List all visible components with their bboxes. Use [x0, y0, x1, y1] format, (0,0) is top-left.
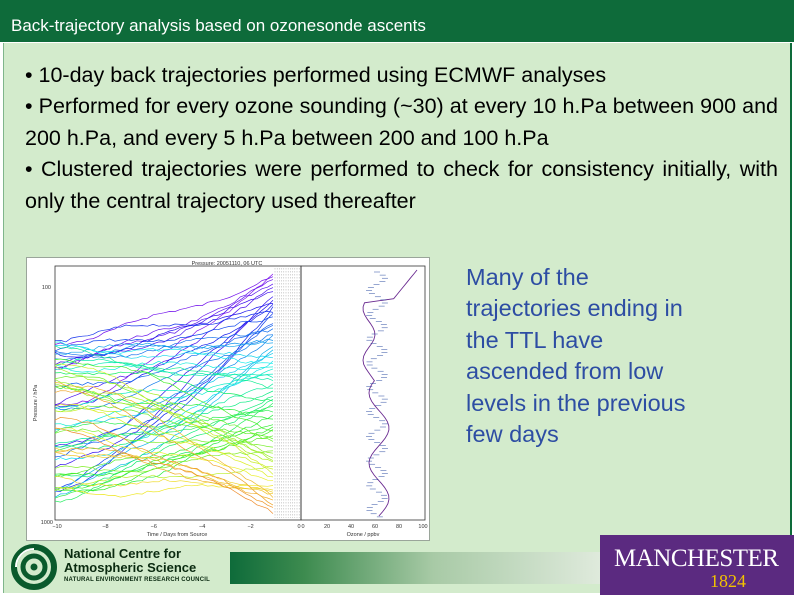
trajectory-line — [54, 341, 274, 365]
bullet-item: • 10-day back trajectories performed usi… — [25, 63, 607, 87]
bullet-item: • Performed for every ozone sounding (~3… — [25, 94, 778, 150]
slide-title: Back-trajectory analysis based on ozones… — [11, 16, 426, 35]
bullet-item: • Clustered trajectories were performed … — [25, 157, 778, 213]
trajectory-line — [54, 371, 274, 402]
manchester-year: 1824 — [710, 571, 746, 591]
title-bar: Back-trajectory analysis based on ozones… — [0, 0, 794, 42]
trajectory-line — [55, 447, 274, 501]
trajectory-line — [54, 424, 274, 477]
trajectory-line — [54, 435, 274, 478]
trajectory-line — [54, 405, 274, 440]
ncas-subtitle: NATURAL ENVIRONMENT RESEARCH COUNCIL — [64, 577, 210, 583]
manchester-logo: MANCHESTER 1824 — [600, 535, 794, 595]
trajectory-line — [54, 414, 274, 499]
side-note-line: trajectories ending in — [466, 295, 683, 322]
trajectory-line — [54, 311, 274, 343]
trajectory-line — [54, 382, 274, 498]
y-tick-label: 1000 — [41, 520, 53, 526]
side-note-line: levels in the previous — [466, 389, 686, 416]
x-tick-label-ozone: 0 — [301, 524, 304, 530]
trajectory-line — [54, 303, 274, 408]
ozone-profile — [362, 269, 418, 518]
trajectory-figure: Pressure: 20051110, 06 UTC Pressure / hP… — [26, 257, 430, 541]
ozone-axes — [300, 265, 426, 521]
trajectory-line — [54, 358, 274, 432]
trajectory-line — [54, 273, 274, 405]
trajectory-plot: Pressure: 20051110, 06 UTC Pressure / hP… — [33, 261, 428, 538]
x-tick-label-ozone: 80 — [396, 524, 402, 530]
trajectory-line — [54, 352, 274, 431]
trajectory-line — [54, 287, 274, 406]
x-tick-label-time: −2 — [247, 524, 253, 530]
trajectory-line — [54, 358, 274, 381]
x-tick-label-time: −8 — [102, 524, 108, 530]
x-ticks-trajectory: −10 −8 −6 −4 −2 0 — [52, 524, 300, 530]
trajectory-line — [54, 385, 274, 463]
trajectory-line — [54, 399, 274, 489]
x-ticks-ozone: 0 20 40 60 80 100 — [301, 524, 427, 530]
x-axis-label-ozone: Ozone / ppbv — [347, 532, 380, 538]
ncas-name: National Centre for Atmospheric Science — [64, 546, 197, 575]
x-tick-label-time: 0 — [297, 524, 300, 530]
side-note-line: ascended from low — [466, 358, 664, 385]
trajectory-line — [55, 324, 274, 387]
x-tick-label-time: −4 — [199, 524, 205, 530]
x-tick-label-time: −6 — [151, 524, 157, 530]
x-tick-label-ozone: 60 — [372, 524, 378, 530]
y-axis-label: Pressure / hPa — [33, 384, 39, 421]
trajectory-line — [54, 291, 274, 366]
trajectory-line — [54, 346, 274, 493]
trajectory-line — [54, 334, 274, 448]
footer-band — [230, 552, 600, 584]
trajectory-line — [54, 316, 274, 352]
trajectory-line — [54, 427, 274, 481]
side-note-line: Many of the — [466, 264, 589, 290]
x-tick-label-ozone: 100 — [418, 524, 427, 530]
trajectory-line — [54, 360, 274, 373]
trajectory-line — [54, 373, 274, 410]
side-note-line: the TTL have — [466, 326, 604, 353]
trajectory-line — [54, 465, 273, 492]
trajectory-line — [54, 409, 274, 434]
trajectory-line — [54, 417, 274, 508]
figure-title: Pressure: 20051110, 06 UTC — [192, 261, 263, 267]
manchester-name: MANCHESTER — [614, 545, 779, 572]
trajectory-line — [54, 306, 274, 492]
x-tick-label-time: −10 — [52, 524, 61, 530]
trajectory-line — [54, 363, 274, 475]
y-tick-label: 100 — [42, 285, 51, 291]
ncas-logo: National Centre for Atmospheric Science … — [6, 542, 231, 592]
trajectory-line — [54, 276, 274, 346]
trajectory-line — [54, 299, 274, 447]
side-note: Many of the trajectories ending in the T… — [466, 262, 766, 450]
side-note-line: few days — [466, 421, 559, 448]
trajectory-line — [54, 345, 274, 389]
x-tick-label-ozone: 40 — [348, 524, 354, 530]
trajectory-line — [54, 406, 274, 452]
trajectory-line — [54, 390, 274, 506]
trajectory-line — [54, 450, 274, 473]
trajectory-line — [54, 296, 274, 468]
trajectory-line — [54, 376, 274, 442]
trajectory-line — [54, 323, 274, 458]
bullet-list: • 10-day back trajectories performed usi… — [25, 60, 778, 217]
trajectory-line — [54, 368, 274, 426]
ncas-emblem-icon — [11, 544, 57, 590]
x-axis-label-time: Time / Days from Source — [147, 532, 208, 538]
trajectory-line — [54, 428, 274, 448]
trajectory-lines — [54, 268, 300, 518]
trajectory-line — [54, 475, 274, 491]
trajectory-line — [54, 365, 274, 461]
trajectory-line — [54, 334, 274, 410]
trajectory-line — [54, 427, 274, 514]
ozone-profile-line — [362, 269, 418, 517]
trajectory-line — [54, 338, 274, 360]
trajectory-line — [54, 402, 274, 503]
x-tick-label-ozone: 20 — [324, 524, 330, 530]
